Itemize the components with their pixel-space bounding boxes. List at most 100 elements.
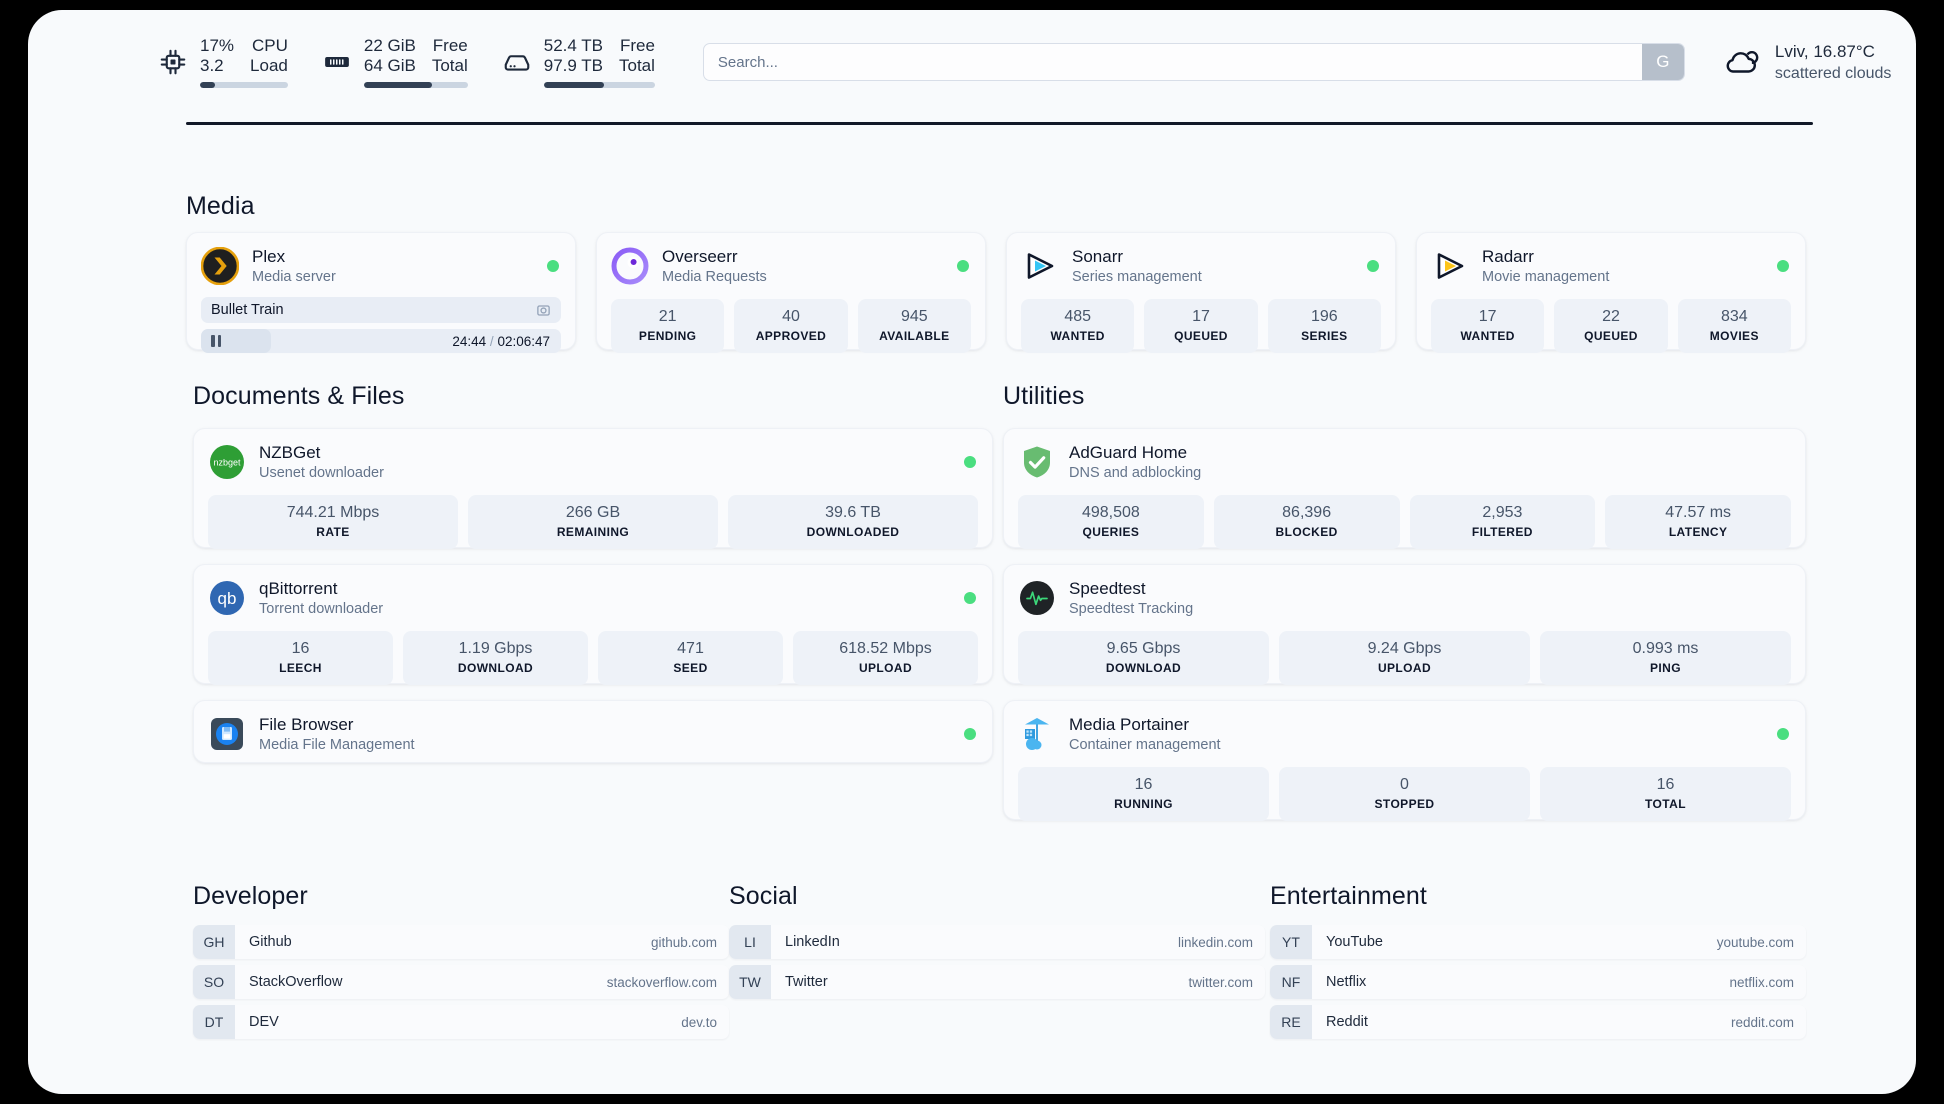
bookmark-url: stackoverflow.com (606, 974, 717, 990)
stat-caption: RATE (316, 525, 350, 539)
portainer-stat-total: 16 TOTAL (1540, 767, 1791, 821)
overseerr-subtitle: Media Requests (662, 269, 767, 285)
cpu-usage-value: 17% (200, 36, 235, 55)
nzbget-name: NZBGet (259, 443, 321, 462)
bookmark-name: Github (249, 934, 292, 950)
search-provider-button[interactable]: G (1641, 44, 1684, 80)
card-nzbget[interactable]: nzbget NZBGet Usenet downloader 744.21 M… (193, 428, 993, 549)
stat-caption: TOTAL (1645, 797, 1686, 811)
stat-value: 9.65 Gbps (1106, 640, 1181, 657)
bookmark-item-dev[interactable]: DT DEV dev.to (193, 1005, 729, 1039)
stat-value: 196 (1310, 308, 1338, 325)
adguard-shield-icon (1018, 443, 1056, 481)
bookmark-item-stackoverflow[interactable]: SO StackOverflow stackoverflow.com (193, 965, 729, 999)
speedtest-subtitle: Speedtest Tracking (1069, 601, 1194, 617)
memory-label-top: Free (432, 36, 468, 55)
overseerr-status-indicator (957, 260, 969, 272)
stat-caption: REMAINING (556, 525, 630, 539)
stat-value: 1.19 Gbps (458, 640, 533, 657)
overseerr-name: Overseerr (662, 247, 738, 266)
disk-label-top: Free (619, 36, 655, 55)
weather-temperature: Lviv, 16.87°C (1774, 41, 1875, 61)
stat-value: 21 (658, 308, 677, 325)
portainer-subtitle: Container management (1069, 737, 1221, 753)
plex-timecode: 24:44 / 02:06:47 (452, 333, 550, 349)
stat-value: 0 (1400, 776, 1409, 793)
stat-caption: WANTED (1050, 329, 1105, 343)
bookmark-badge: TW (729, 965, 771, 999)
card-qbittorrent[interactable]: qb qBittorrent Torrent downloader 16 LEE… (193, 564, 993, 685)
memory-free-value: 22 GiB (363, 36, 416, 55)
cast-icon[interactable] (536, 303, 551, 318)
stat-value: 0.993 ms (1632, 640, 1699, 657)
bookmark-name: Reddit (1326, 1014, 1368, 1030)
bookmark-url: linkedin.com (1177, 934, 1253, 950)
plex-now-playing-title: Bullet Train (211, 302, 284, 318)
radarr-status-indicator (1777, 260, 1789, 272)
card-speedtest[interactable]: Speedtest Speedtest Tracking 9.65 Gbps D… (1003, 564, 1806, 685)
pause-icon[interactable] (211, 335, 221, 347)
search-bar[interactable]: G (702, 43, 1685, 81)
stat-value: 744.21 Mbps (286, 504, 380, 521)
plex-subtitle: Media server (252, 269, 336, 285)
stat-caption: UPLOAD (858, 661, 913, 675)
weather-widget: Lviv, 16.87°C scattered clouds (1721, 41, 1891, 84)
stat-caption: RUNNING (1114, 797, 1173, 811)
stat-value: 86,396 (1282, 504, 1332, 521)
file-browser-icon (208, 715, 246, 753)
stat-caption: FILTERED (1471, 525, 1533, 539)
bookmark-item-youtube[interactable]: YT YouTube youtube.com (1270, 925, 1806, 959)
plex-elapsed: 24:44 (452, 333, 487, 349)
stat-value: 16 (291, 640, 310, 657)
cpu-usage-bar (200, 82, 288, 88)
card-media-portainer[interactable]: Media Portainer Container management 16 … (1003, 700, 1806, 821)
speedtest-name: Speedtest (1069, 579, 1146, 598)
stat-caption: UPLOAD (1377, 661, 1432, 675)
stat-caption: DOWNLOAD (1105, 661, 1182, 675)
nzbget-stat-downloaded: 39.6 TB DOWNLOADED (728, 495, 978, 549)
bookmark-item-netflix[interactable]: NF Netflix netflix.com (1270, 965, 1806, 999)
disk-total-value: 97.9 TB (543, 56, 603, 75)
radarr-stat-movies: 834 MOVIES (1677, 299, 1791, 353)
card-sonarr[interactable]: Sonarr Series management 485 WANTED 17 Q… (1006, 232, 1396, 353)
adguard-stat-blocked: 86,396 BLOCKED (1213, 495, 1400, 549)
stat-value: 17 (1478, 308, 1497, 325)
bookmark-url: twitter.com (1188, 974, 1253, 990)
overseerr-icon (611, 247, 649, 285)
bookmark-group-title: Entertainment (1270, 882, 1427, 910)
stat-caption: PING (1650, 661, 1681, 675)
qbittorrent-stat-leech: 16 LEECH (208, 631, 393, 685)
portainer-name: Media Portainer (1069, 715, 1190, 734)
bookmark-url: reddit.com (1730, 1014, 1794, 1030)
search-input[interactable] (703, 44, 1642, 80)
bookmark-url: youtube.com (1716, 934, 1794, 950)
stat-value: 47.57 ms (1665, 504, 1732, 521)
bookmark-group-title: Social (729, 882, 798, 910)
stat-caption: LEECH (279, 661, 322, 675)
card-overseerr[interactable]: Overseerr Media Requests 21 PENDING 40 A… (596, 232, 986, 353)
radarr-subtitle: Movie management (1482, 269, 1610, 285)
plex-progress-bar[interactable]: 24:44 / 02:06:47 (201, 329, 561, 353)
stat-caption: SEED (673, 661, 708, 675)
cpu-label-top: CPU (251, 36, 288, 55)
bookmark-item-twitter[interactable]: TW Twitter twitter.com (729, 965, 1265, 999)
card-adguard-home[interactable]: AdGuard Home DNS and adblocking 498,508 … (1003, 428, 1806, 549)
bookmark-item-linkedin[interactable]: LI LinkedIn linkedin.com (729, 925, 1265, 959)
stat-caption: DOWNLOADED (806, 525, 900, 539)
bookmark-item-github[interactable]: GH Github github.com (193, 925, 729, 959)
memory-label-bottom: Total (431, 56, 468, 75)
stat-caption: MOVIES (1709, 329, 1759, 343)
sonarr-stat-queued: 17 QUEUED (1144, 299, 1258, 353)
bookmark-name: LinkedIn (785, 934, 840, 950)
stat-value: 471 (677, 640, 704, 657)
bookmark-item-reddit[interactable]: RE Reddit reddit.com (1270, 1005, 1806, 1039)
card-radarr[interactable]: Radarr Movie management 17 WANTED 22 QUE… (1416, 232, 1806, 353)
qbittorrent-stat-upload: 618.52 Mbps UPLOAD (793, 631, 978, 685)
card-file-browser[interactable]: File Browser Media File Management (193, 700, 993, 763)
card-plex[interactable]: Plex Media server Bullet Train 24:44 / 0… (186, 232, 576, 353)
disk-label-bottom: Total (619, 56, 655, 75)
speedtest-icon (1018, 579, 1056, 617)
bookmark-name: Twitter (785, 974, 828, 990)
stat-value: 22 (1602, 308, 1620, 325)
disk-usage-bar (543, 82, 655, 88)
